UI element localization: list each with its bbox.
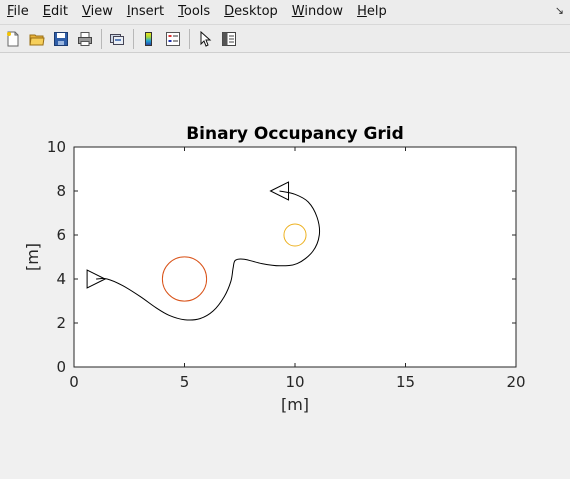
menu-file[interactable]: File	[0, 0, 36, 24]
edit-plot-arrow-icon[interactable]	[194, 28, 216, 50]
menu-accelerator-key: V	[81, 4, 91, 19]
menu-label-rest: dit	[51, 4, 68, 19]
figure-canvas: 0 5 10 15 20 0 2 4 6 8 10 Binary Occupancy Grid [m] […	[0, 54, 570, 475]
y-tick-label: 8	[56, 182, 66, 200]
menu-label-rest: esktop	[234, 4, 278, 19]
x-tick-label: 15	[396, 373, 415, 391]
menu-accelerator-key: H	[357, 4, 367, 19]
menu-label-rest: ile	[13, 4, 29, 19]
property-inspector-icon[interactable]	[218, 28, 240, 50]
colorbar-icon[interactable]	[138, 28, 160, 50]
start-pose-marker	[86, 269, 107, 289]
y-tick-label: 2	[56, 314, 66, 332]
y-tick-label: 6	[56, 226, 66, 244]
print-icon[interactable]	[74, 28, 96, 50]
figure-toolbar	[0, 25, 570, 53]
toolbar-separator	[101, 28, 102, 49]
menu-label-rest: nsert	[130, 4, 165, 19]
menu-accelerator-key: T	[178, 4, 184, 19]
menu-label-rest: iew	[90, 4, 113, 19]
menu-tools[interactable]: Tools	[171, 0, 217, 24]
menu-bar: File Edit View Insert Tools Desktop Window Help	[0, 0, 570, 25]
x-tick-label: 10	[285, 373, 304, 391]
goal-pose-marker	[269, 181, 290, 201]
plot-area	[74, 147, 516, 367]
new-figure-icon[interactable]	[2, 28, 24, 50]
y-tick-label: 4	[56, 270, 66, 288]
menu-label-rest: indow	[304, 4, 344, 19]
chart-title: Binary Occupancy Grid	[186, 124, 404, 144]
toolbar-separator	[133, 28, 134, 49]
menu-window[interactable]: Window	[285, 0, 350, 24]
small-obstacle	[283, 223, 307, 247]
menu-help[interactable]: Help	[350, 0, 394, 24]
menu-label-rest: elp	[366, 4, 387, 19]
menu-label-rest: ools	[183, 4, 211, 19]
x-tick-label: 5	[180, 373, 190, 391]
menu-accelerator-key: F	[7, 4, 14, 19]
menu-accelerator-key: D	[224, 4, 235, 19]
menu-desktop[interactable]: Desktop	[217, 0, 285, 24]
link-figure-icon[interactable]	[106, 28, 128, 50]
legend-icon[interactable]	[162, 28, 184, 50]
menu-view[interactable]: View	[75, 0, 120, 24]
planned-path	[96, 190, 321, 321]
x-tick-label: 0	[69, 373, 79, 391]
menu-accelerator-key: W	[291, 4, 305, 19]
y-tick-label: 10	[47, 138, 66, 156]
save-icon[interactable]	[50, 28, 72, 50]
menu-edit[interactable]: Edit	[36, 0, 75, 24]
occupancy-grid-plot: 0 5 10 15 20 0 2 4 6 8 10 Binary Occupancy Grid [m] […	[23, 124, 526, 414]
menu-accelerator-key: E	[42, 4, 51, 19]
y-axis-label: [m]	[23, 243, 42, 271]
menu-accelerator-key: I	[126, 4, 131, 19]
dock-arrow-icon[interactable]: ↘	[554, 4, 564, 17]
menu-insert[interactable]: Insert	[120, 0, 171, 24]
y-tick-label: 0	[56, 358, 66, 376]
x-axis-label: [m]	[281, 395, 309, 414]
toolbar-separator	[189, 28, 190, 49]
large-obstacle	[161, 256, 208, 302]
open-folder-icon[interactable]	[26, 28, 48, 50]
x-tick-label: 20	[506, 373, 525, 391]
